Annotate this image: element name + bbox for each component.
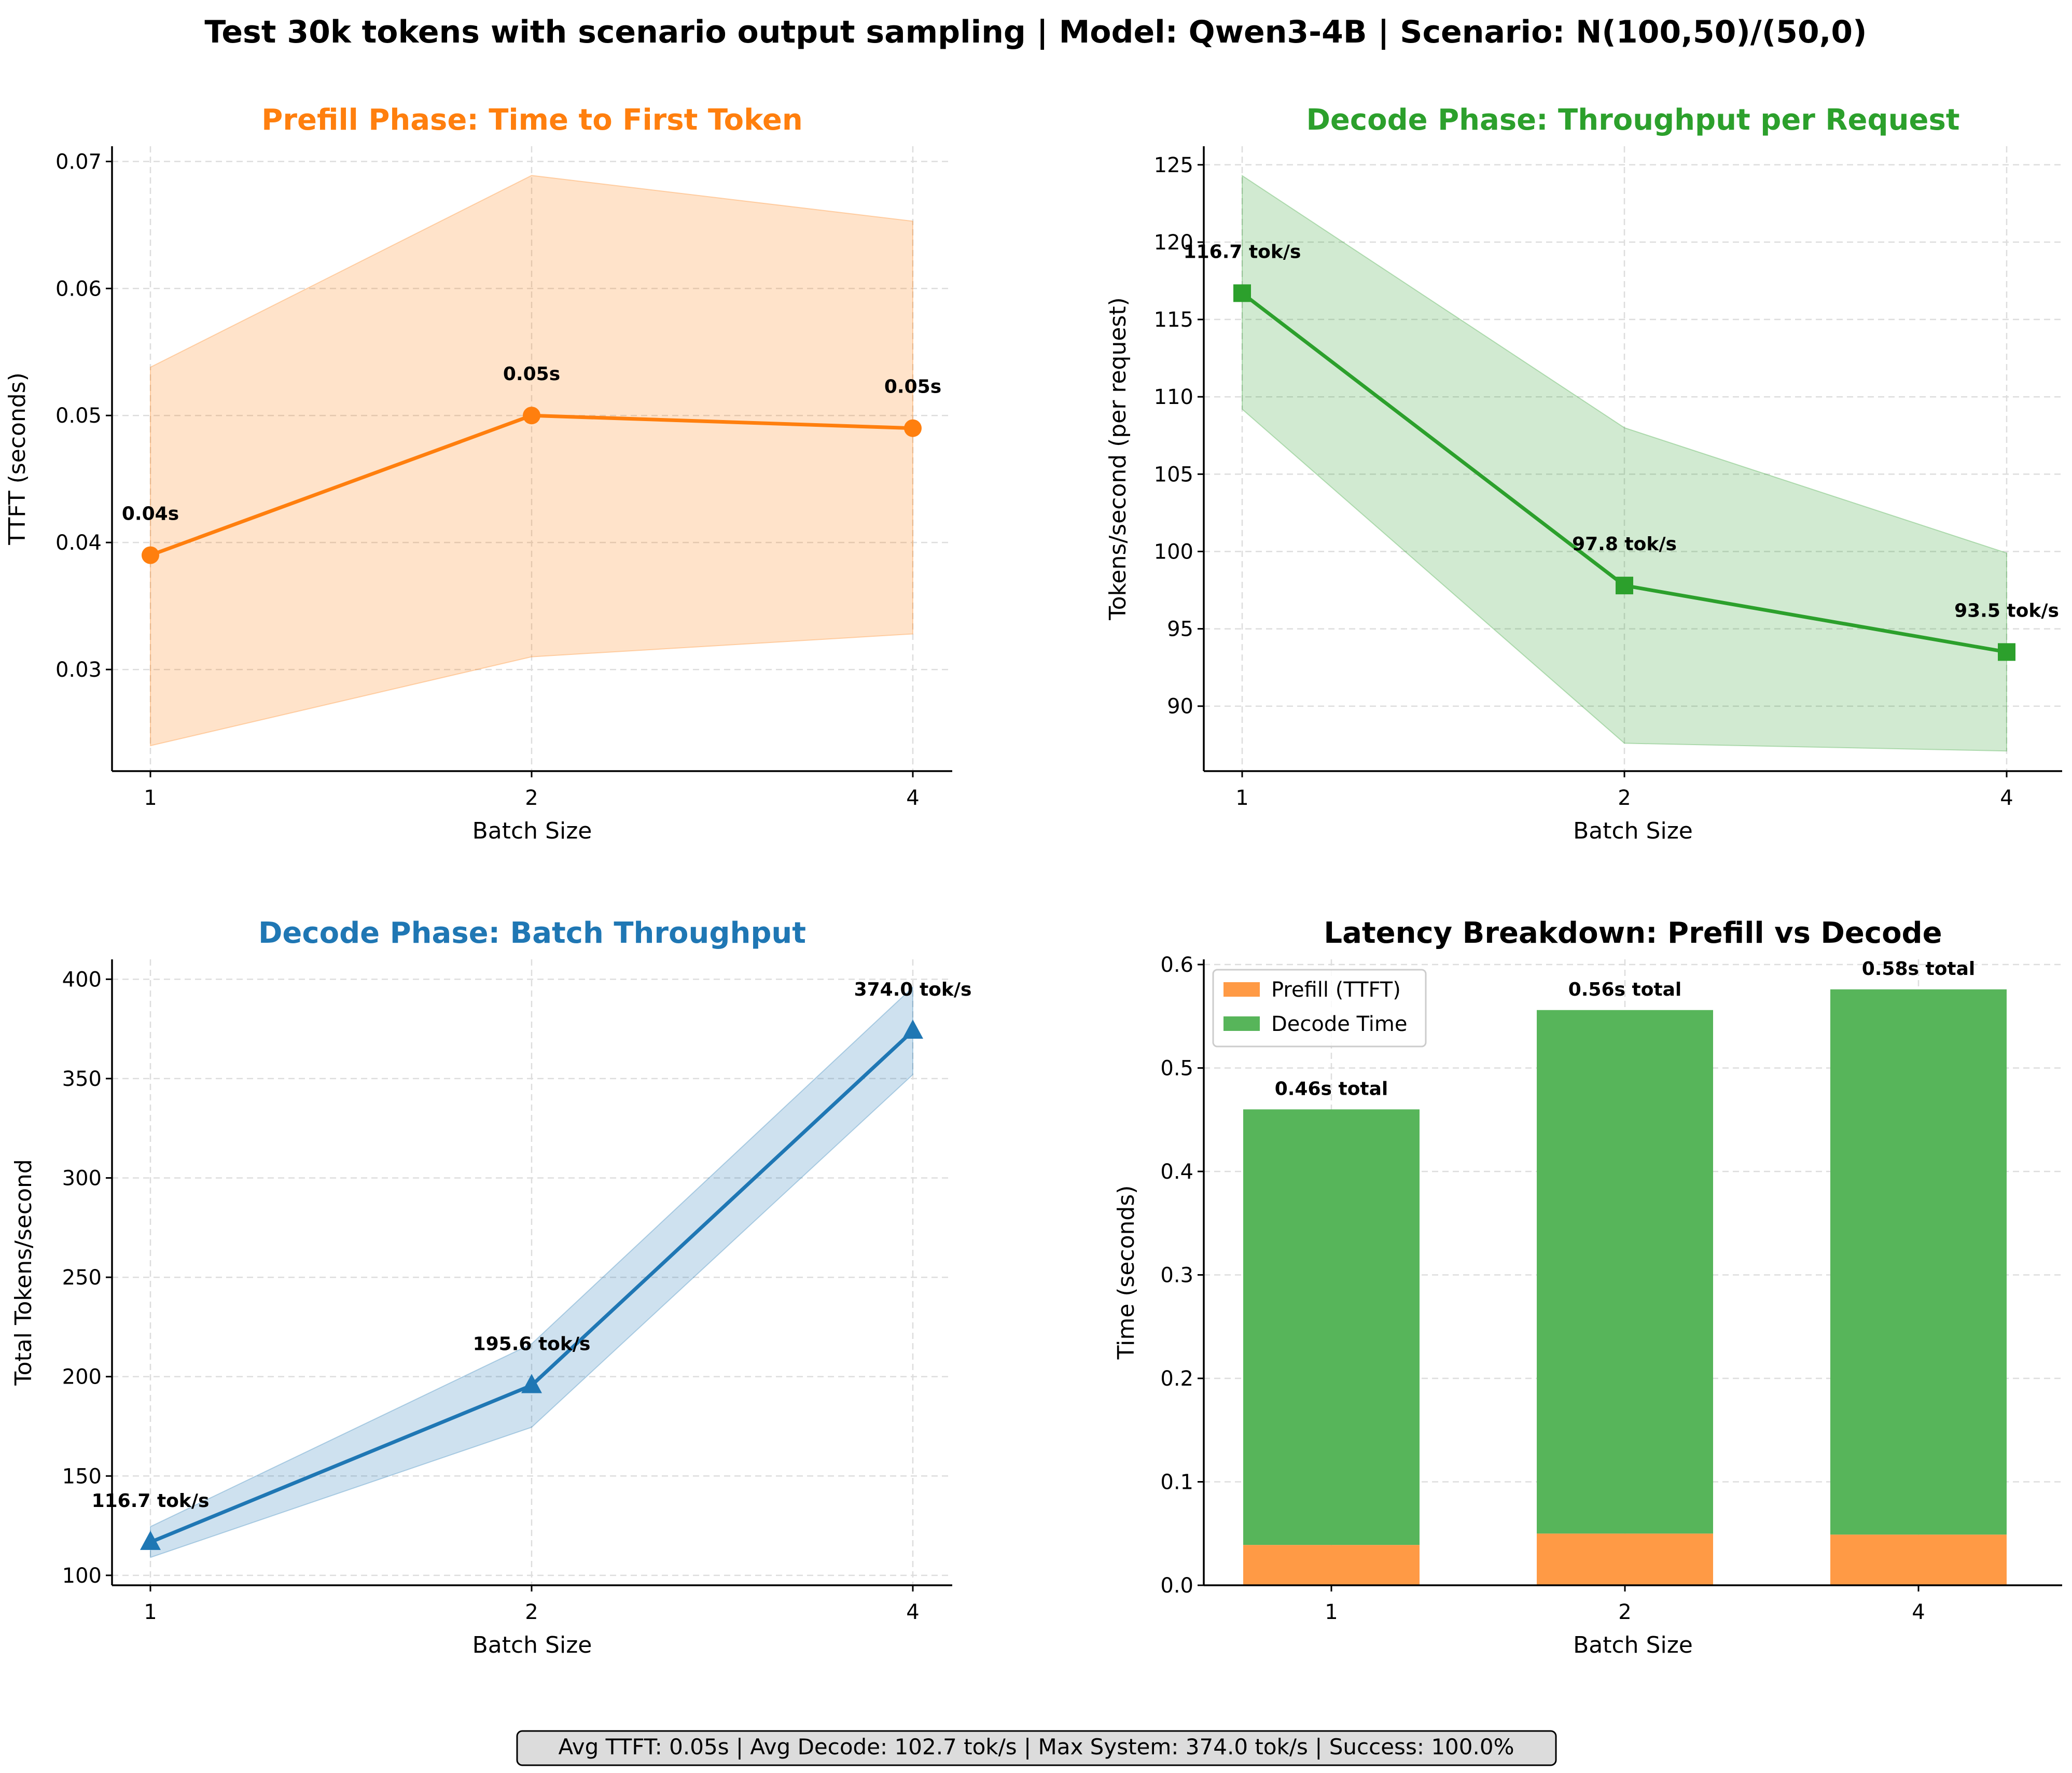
y-tick-label: 0.3 bbox=[1160, 1263, 1193, 1287]
data-point-marker bbox=[1998, 643, 2015, 661]
y-tick-label: 300 bbox=[62, 1166, 102, 1190]
prefill-bar bbox=[1243, 1545, 1420, 1585]
x-tick-label: 2 bbox=[1618, 1600, 1631, 1624]
figure-suptitle: Test 30k tokens with scenario output sam… bbox=[204, 14, 1867, 50]
data-point-marker bbox=[904, 419, 922, 437]
prefill-ttft-panel: 0.04s 0.05s 0.05s 0.03 0.04 0.05 0.06 0.07 1 2 4 Ba… bbox=[4, 103, 952, 844]
y-axis-label: Total Tokens/second bbox=[10, 1159, 37, 1386]
y-tick-label: 115 bbox=[1154, 308, 1193, 332]
y-tick-label: 125 bbox=[1154, 153, 1193, 177]
prefill-bar bbox=[1830, 1534, 2007, 1585]
legend-frame bbox=[1212, 969, 1427, 1048]
panel-title: Prefill Phase: Time to First Token bbox=[261, 103, 802, 137]
legend: Prefill (TTFT) Decode Time bbox=[1212, 969, 1427, 1048]
x-axis-label: Batch Size bbox=[1573, 1632, 1693, 1658]
variance-band bbox=[1242, 174, 2007, 752]
x-tick-label: 2 bbox=[525, 1600, 538, 1624]
y-tick-label: 200 bbox=[62, 1365, 102, 1389]
data-point-marker bbox=[523, 407, 540, 425]
footer-summary: Avg TTFT: 0.05s | Avg Decode: 102.7 tok/… bbox=[559, 1734, 1514, 1760]
legend-entry: Decode Time bbox=[1271, 1012, 1407, 1036]
batch-throughput-panel: 116.7 tok/s 195.6 tok/s 374.0 tok/s 100 150 2… bbox=[10, 916, 971, 1658]
legend-swatch bbox=[1223, 1016, 1260, 1031]
data-label: 0.04s bbox=[122, 504, 179, 525]
x-tick-label: 1 bbox=[1325, 1600, 1338, 1624]
data-point-marker bbox=[1616, 577, 1633, 595]
x-axis-label: Batch Size bbox=[472, 818, 592, 844]
panel-title: Decode Phase: Batch Throughput bbox=[258, 916, 806, 950]
y-tick-label: 0.06 bbox=[55, 277, 102, 301]
bar-total-label: 0.56s total bbox=[1568, 979, 1682, 1000]
decode-per-request-panel: 116.7 tok/s 97.8 tok/s 93.5 tok/s 90 95 100 10… bbox=[1105, 103, 2062, 844]
data-point-marker bbox=[902, 1019, 923, 1039]
y-tick-label: 110 bbox=[1154, 385, 1193, 409]
x-tick-label: 1 bbox=[144, 1600, 157, 1624]
y-tick-label: 90 bbox=[1167, 695, 1193, 719]
data-point-marker bbox=[142, 546, 159, 564]
y-tick-label: 150 bbox=[62, 1464, 102, 1488]
legend-entry: Prefill (TTFT) bbox=[1271, 978, 1401, 1002]
y-tick-label: 105 bbox=[1154, 463, 1193, 486]
data-label: 93.5 tok/s bbox=[1954, 600, 2059, 621]
data-point-marker bbox=[1233, 284, 1251, 302]
x-tick-label: 2 bbox=[525, 786, 538, 810]
y-tick-label: 0.07 bbox=[55, 150, 102, 174]
x-tick-label: 1 bbox=[144, 786, 157, 810]
bar-total-label: 0.58s total bbox=[1862, 958, 1976, 980]
legend-swatch bbox=[1223, 982, 1260, 997]
variance-band bbox=[150, 986, 913, 1558]
y-axis-label: TTFT (seconds) bbox=[4, 372, 31, 546]
data-label: 116.7 tok/s bbox=[1184, 241, 1301, 262]
x-tick-label: 4 bbox=[2000, 786, 2013, 810]
y-tick-label: 100 bbox=[62, 1564, 102, 1588]
panel-title: Decode Phase: Throughput per Request bbox=[1306, 103, 1959, 137]
y-tick-label: 0.4 bbox=[1160, 1160, 1193, 1184]
prefill-bar bbox=[1537, 1533, 1713, 1585]
x-tick-label: 4 bbox=[906, 1600, 919, 1624]
y-tick-label: 0.04 bbox=[55, 531, 102, 555]
data-label: 0.05s bbox=[503, 364, 560, 385]
footer-box-frame bbox=[516, 1730, 1557, 1766]
bar-total-label: 0.46s total bbox=[1275, 1078, 1388, 1099]
panel-title: Latency Breakdown: Prefill vs Decode bbox=[1324, 916, 1942, 950]
y-tick-label: 0.1 bbox=[1160, 1470, 1193, 1494]
y-tick-label: 0.6 bbox=[1160, 953, 1193, 977]
data-label: 0.05s bbox=[884, 376, 941, 398]
x-axis-label: Batch Size bbox=[472, 1632, 592, 1658]
y-tick-label: 0.5 bbox=[1160, 1056, 1193, 1080]
x-axis-label: Batch Size bbox=[1573, 818, 1693, 844]
y-axis-label: Tokens/second (per request) bbox=[1105, 297, 1131, 621]
data-label: 97.8 tok/s bbox=[1572, 534, 1677, 555]
x-tick-label: 2 bbox=[1618, 786, 1631, 810]
x-tick-label: 4 bbox=[1912, 1600, 1925, 1624]
variance-band bbox=[150, 175, 913, 747]
y-tick-label: 0.05 bbox=[55, 404, 102, 428]
y-tick-label: 120 bbox=[1154, 231, 1193, 255]
data-point-marker bbox=[140, 1530, 161, 1550]
y-tick-label: 250 bbox=[62, 1266, 102, 1290]
x-tick-label: 1 bbox=[1235, 786, 1248, 810]
y-tick-label: 350 bbox=[62, 1067, 102, 1091]
y-tick-label: 100 bbox=[1154, 540, 1193, 564]
y-axis-label: Time (seconds) bbox=[1113, 1185, 1139, 1360]
latency-breakdown-panel: 0.46s total 0.56s total 0.58s total 0.0 0.1 0… bbox=[1113, 916, 2062, 1658]
y-tick-label: 0.2 bbox=[1160, 1367, 1193, 1391]
data-label: 195.6 tok/s bbox=[473, 1334, 591, 1355]
footer-box: Avg TTFT: 0.05s | Avg Decode: 102.7 tok/… bbox=[516, 1730, 1557, 1766]
y-tick-label: 0.0 bbox=[1160, 1574, 1193, 1598]
x-tick-label: 4 bbox=[906, 786, 919, 810]
data-point-marker bbox=[521, 1374, 542, 1393]
data-label: 374.0 tok/s bbox=[854, 979, 972, 1000]
y-tick-label: 400 bbox=[62, 968, 102, 992]
decode-bar bbox=[1243, 1109, 1420, 1545]
y-tick-label: 95 bbox=[1167, 618, 1193, 641]
decode-bar bbox=[1830, 989, 2007, 1535]
decode-bar bbox=[1537, 1010, 1713, 1534]
y-tick-label: 0.03 bbox=[55, 658, 102, 682]
data-label: 116.7 tok/s bbox=[92, 1490, 210, 1512]
